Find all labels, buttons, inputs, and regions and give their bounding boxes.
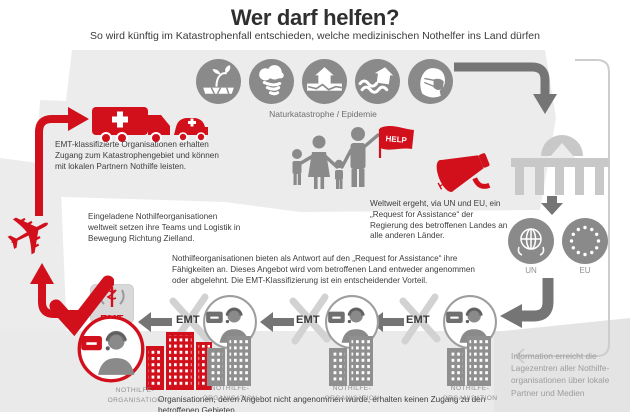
epidemic-icon <box>408 59 453 104</box>
eu-label: EU <box>579 266 591 275</box>
drought-icon <box>196 59 241 104</box>
text-offer: Nothilfeorganisationen bieten als Antwor… <box>172 254 475 285</box>
text-request: Weltweit ergeht, via UN und EU, ein „Req… <box>370 199 508 241</box>
storm-icon <box>249 59 294 104</box>
megaphone-icon <box>436 153 491 192</box>
emt-gap-label: EMT <box>296 314 320 326</box>
rejected-x-icon <box>289 293 331 345</box>
help-flag-text: HELP <box>385 134 408 145</box>
flow-arrow-to-government <box>454 62 557 114</box>
un-eu-icons <box>508 218 608 264</box>
text-invited: Eingeladene Nothilfeorganisationen weltw… <box>88 212 241 243</box>
page-title: Wer darf helfen? <box>230 5 400 30</box>
org-label-line2: ORGANISATION <box>442 394 498 402</box>
page-subtitle: So wird künftig im Katastrophenfall ents… <box>89 30 540 42</box>
un-label: UN <box>525 266 537 275</box>
text-rejected: Organisationen, deren Angebot nicht ange… <box>158 395 486 412</box>
flow-arrow-to-un-eu <box>541 196 563 215</box>
checkmark-icon <box>49 275 114 336</box>
text-information: Information erreicht die Lagezentren all… <box>511 351 610 398</box>
org-label: NOTHILFE- ORGANISATION <box>182 384 278 404</box>
org-person-accepted <box>77 315 145 383</box>
government-building <box>511 135 609 195</box>
flood-icon <box>355 59 400 104</box>
emt-gap-label: EMT <box>176 314 200 326</box>
org-building <box>207 336 251 386</box>
un-globe <box>517 228 545 256</box>
left-arrow <box>370 312 404 332</box>
red-arrow-up-right <box>35 107 89 216</box>
flow-arrow-to-orgs <box>500 278 554 328</box>
left-arrow <box>138 312 172 332</box>
red-arrow-up <box>30 263 84 318</box>
rejected-x-icon <box>399 293 441 345</box>
org-person <box>203 295 257 349</box>
eu-stars <box>569 225 601 257</box>
emt-gap-label: EMT <box>406 314 430 326</box>
org-label-line1: NOTHILFE- <box>115 387 155 394</box>
emt-vehicles <box>92 107 208 144</box>
family-figures: HELP <box>292 126 414 189</box>
text-emt-access: EMT-klassifizierte Organisationen erhalt… <box>55 140 219 171</box>
org-building <box>329 336 373 386</box>
org-label: NOTHILFE- ORGANISATION <box>422 384 518 404</box>
org-label-line2: ORGANISATION <box>107 396 163 404</box>
org-label: NOTHILFE- ORGANISATION <box>80 386 190 406</box>
org-label-line1: NOTHILFE- <box>450 385 490 392</box>
org-building <box>447 336 491 386</box>
earthquake-icon <box>302 59 347 104</box>
org-label-line1: NOTHILFE- <box>210 385 250 392</box>
left-arrow <box>260 312 294 332</box>
org-label-line2: ORGANISATION <box>202 394 258 402</box>
org-label: NOTHILFE- ORGANISATION <box>304 384 400 404</box>
disaster-caption: Naturkatastrophe / Epidemie <box>269 109 377 119</box>
org-label-line2: ORGANISATION <box>324 394 380 402</box>
org-building-accepted <box>146 332 212 390</box>
org-label-line1: NOTHILFE- <box>332 385 372 392</box>
